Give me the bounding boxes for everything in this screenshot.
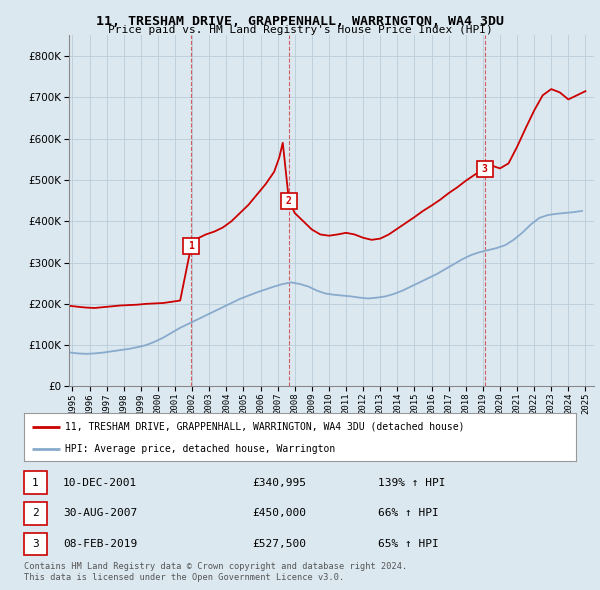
Text: Price paid vs. HM Land Registry's House Price Index (HPI): Price paid vs. HM Land Registry's House … — [107, 25, 493, 35]
Text: 139% ↑ HPI: 139% ↑ HPI — [378, 478, 445, 487]
Text: 3: 3 — [32, 539, 39, 549]
Text: £450,000: £450,000 — [252, 509, 306, 518]
Text: 1: 1 — [188, 241, 194, 251]
Text: 30-AUG-2007: 30-AUG-2007 — [63, 509, 137, 518]
Text: HPI: Average price, detached house, Warrington: HPI: Average price, detached house, Warr… — [65, 444, 335, 454]
Text: 3: 3 — [482, 163, 487, 173]
Text: 11, TRESHAM DRIVE, GRAPPENHALL, WARRINGTON, WA4 3DU (detached house): 11, TRESHAM DRIVE, GRAPPENHALL, WARRINGT… — [65, 421, 465, 431]
Text: 65% ↑ HPI: 65% ↑ HPI — [378, 539, 439, 549]
Text: £527,500: £527,500 — [252, 539, 306, 549]
Text: 08-FEB-2019: 08-FEB-2019 — [63, 539, 137, 549]
Text: 66% ↑ HPI: 66% ↑ HPI — [378, 509, 439, 518]
Text: Contains HM Land Registry data © Crown copyright and database right 2024.
This d: Contains HM Land Registry data © Crown c… — [24, 562, 407, 582]
Text: 2: 2 — [286, 196, 292, 205]
Text: 10-DEC-2001: 10-DEC-2001 — [63, 478, 137, 487]
Text: 11, TRESHAM DRIVE, GRAPPENHALL, WARRINGTON, WA4 3DU: 11, TRESHAM DRIVE, GRAPPENHALL, WARRINGT… — [96, 15, 504, 28]
Text: 1: 1 — [32, 478, 39, 487]
Text: £340,995: £340,995 — [252, 478, 306, 487]
Text: 2: 2 — [32, 509, 39, 518]
